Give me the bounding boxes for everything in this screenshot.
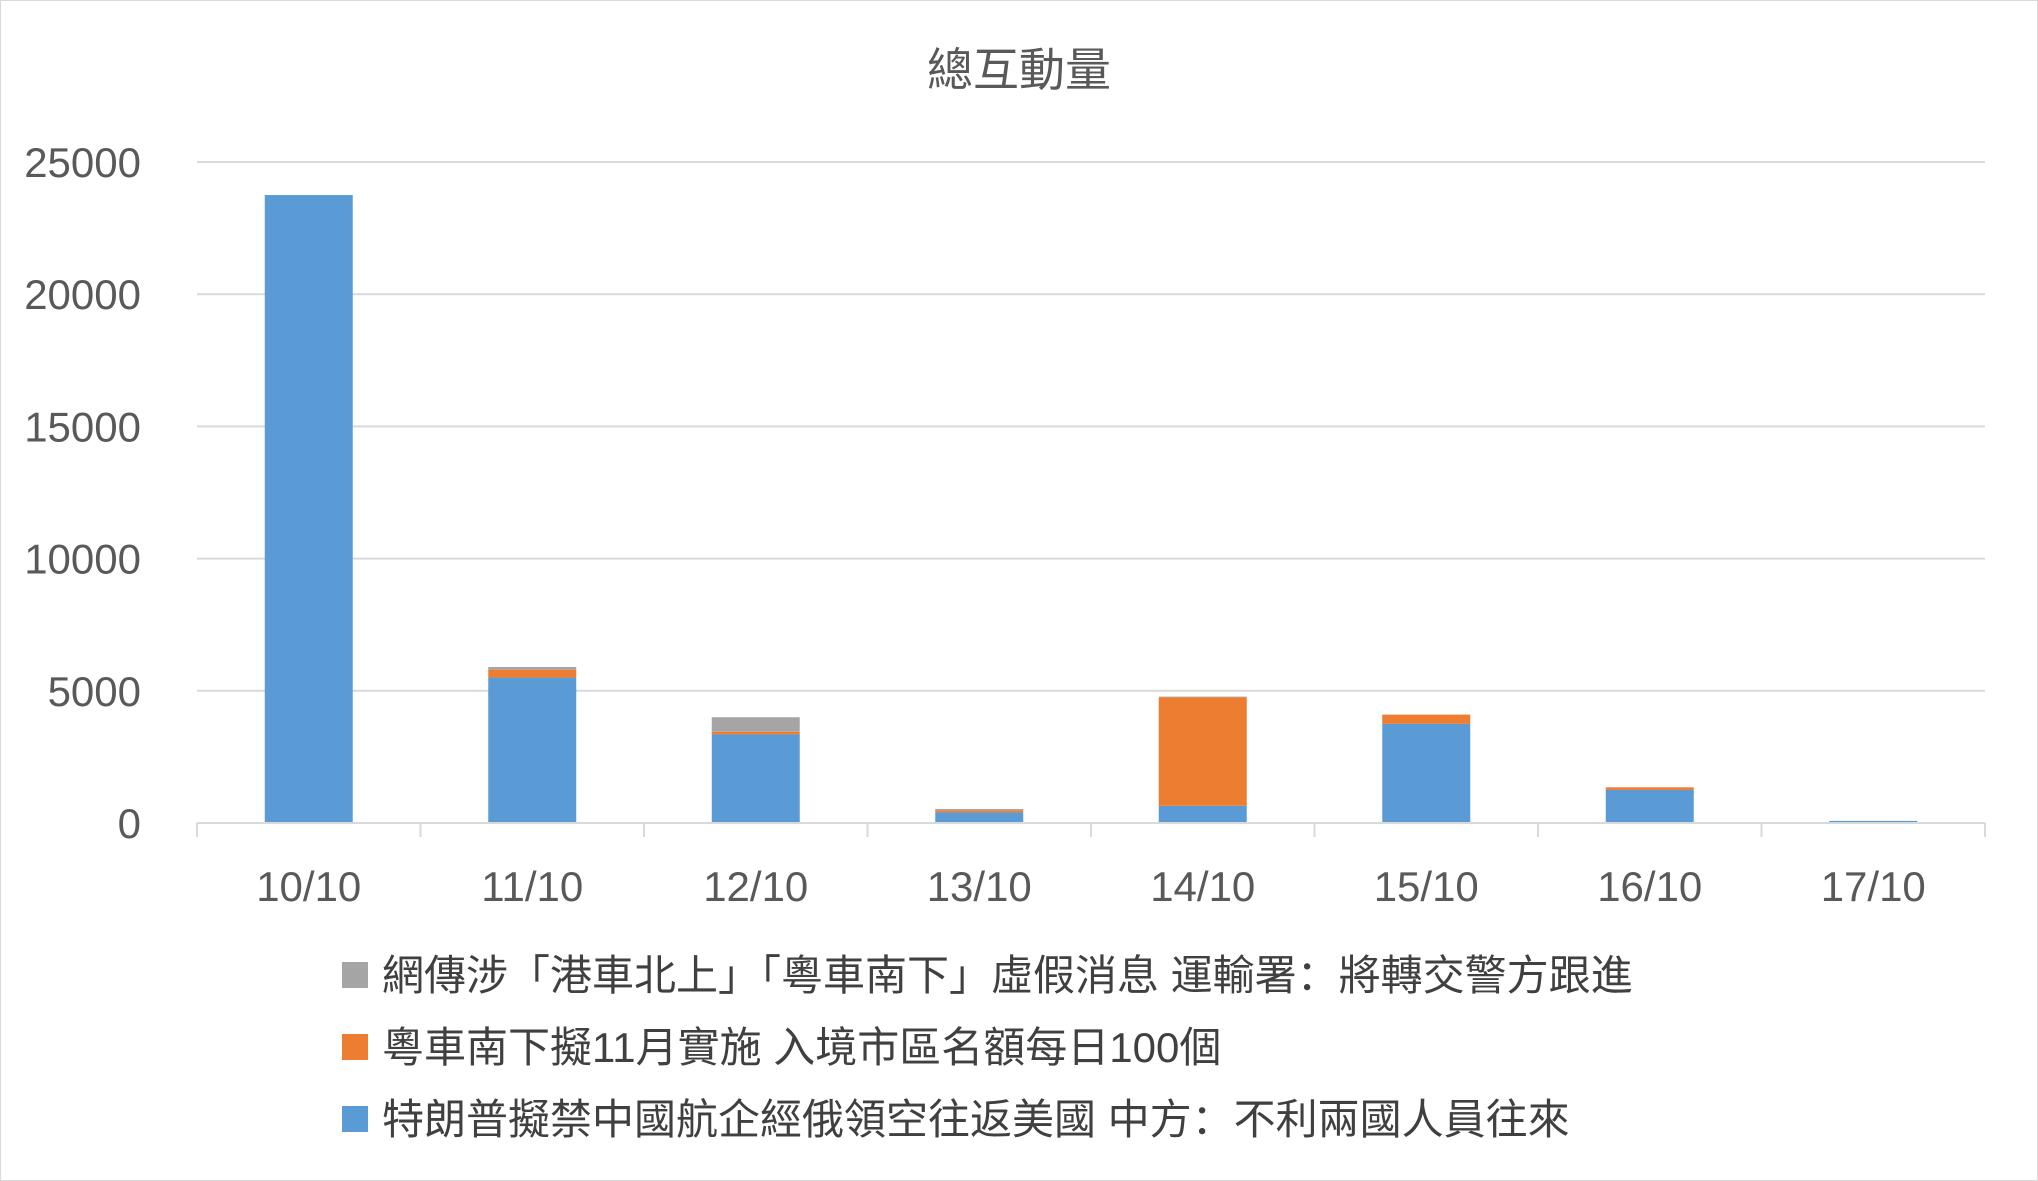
bar-segment-series-3-14-10 — [1158, 696, 1247, 698]
gridlines — [197, 161, 1985, 692]
x-tick-label: 12/10 — [703, 863, 808, 910]
x-tick-label: 16/10 — [1597, 863, 1702, 910]
x-tick-label: 14/10 — [1150, 863, 1255, 910]
bar-segment-series-3-13-10 — [935, 808, 1024, 811]
y-tick-label: 0 — [118, 800, 141, 847]
bars — [264, 195, 1918, 824]
y-tick-label: 5000 — [48, 668, 141, 715]
legend-label: 特朗普擬禁中國航企經俄領空往返美國 中方：不利兩國人員往來 — [382, 1096, 1570, 1143]
bar-segment-series-2-12-10 — [711, 731, 800, 735]
legend-label: 網傳涉「港車北上」「粵車南下」虛假消息 運輸署：將轉交警方跟進 — [382, 952, 1633, 999]
x-tick-label: 17/10 — [1821, 863, 1926, 910]
y-tick-label: 10000 — [24, 536, 141, 583]
bar-segment-series-3-11-10 — [488, 667, 577, 670]
chart-title: 總互動量 — [927, 44, 1111, 96]
x-tick-label: 13/10 — [927, 863, 1032, 910]
bar-segment-series-2-15-10 — [1382, 714, 1471, 724]
bar-segment-series-1-14-10 — [1158, 805, 1247, 823]
y-tick-label: 20000 — [24, 271, 141, 318]
x-tick-label: 11/10 — [481, 863, 583, 910]
bar-segment-series-1-16-10 — [1605, 789, 1694, 823]
bar-segment-series-3-12-10 — [711, 717, 800, 732]
y-tick-label: 15000 — [24, 403, 141, 450]
bar-segment-series-2-11-10 — [488, 669, 577, 678]
x-tick-label: 15/10 — [1374, 863, 1479, 910]
bar-segment-series-1-17-10 — [1829, 820, 1918, 823]
bar-segment-series-1-11-10 — [488, 677, 577, 823]
bar-segment-series-2-16-10 — [1605, 787, 1694, 790]
bar-segment-series-1-12-10 — [711, 734, 800, 823]
bar-segment-series-1-10-10 — [264, 195, 353, 824]
legend-swatch — [342, 962, 368, 988]
legend: 網傳涉「港車北上」「粵車南下」虛假消息 運輸署：將轉交警方跟進粵車南下擬11月實… — [342, 952, 1633, 1143]
bar-segment-series-1-13-10 — [935, 812, 1024, 823]
bar-segment-series-2-14-10 — [1158, 697, 1247, 806]
bar-segment-series-1-15-10 — [1382, 723, 1471, 823]
x-tick-label: 10/10 — [256, 863, 361, 910]
legend-swatch — [342, 1034, 368, 1060]
legend-swatch — [342, 1106, 368, 1132]
axes: 0 5000 10000 15000 20000 25000 10/10 11/10 12/10… — [24, 139, 1986, 910]
y-tick-label: 25000 — [24, 139, 141, 186]
legend-label: 粵車南下擬11月實施 入境市區名額每日100個 — [382, 1024, 1221, 1071]
bar-segment-series-2-13-10 — [935, 810, 1024, 813]
